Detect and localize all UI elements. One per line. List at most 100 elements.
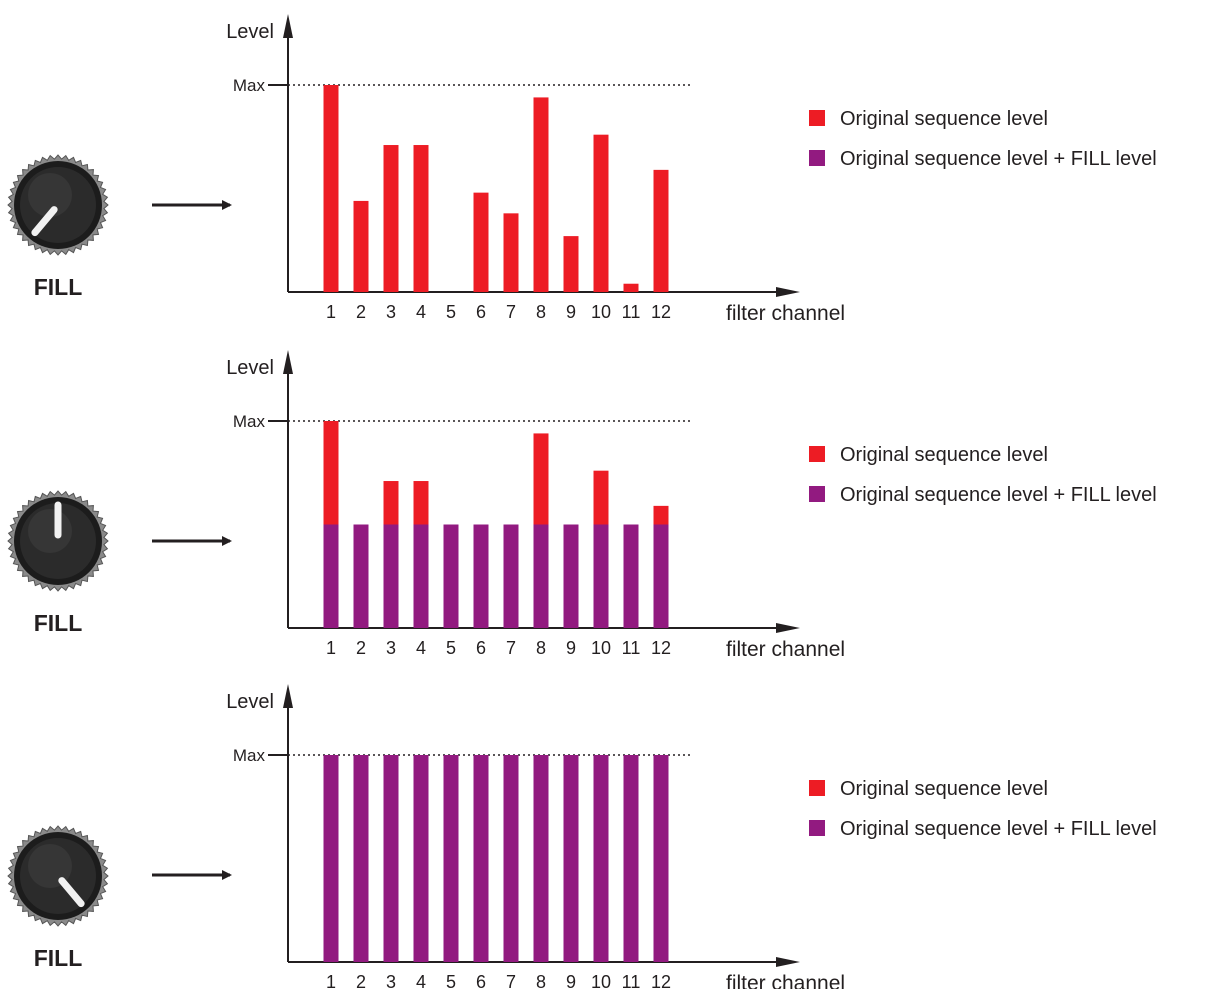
legend-label-original: Original sequence level [840, 778, 1048, 800]
legend: Original sequence level Original sequence… [809, 108, 1157, 170]
x-tick-label: 3 [386, 972, 396, 989]
y-axis-arrowhead [283, 350, 293, 374]
x-tick-label: 11 [622, 638, 641, 658]
legend-label-fill: Original sequence level + FILL level [840, 818, 1157, 840]
x-tick-label: 8 [536, 972, 546, 989]
bar-original-7 [503, 213, 519, 292]
legend-swatch-original [809, 446, 825, 462]
bar-fill-5 [443, 524, 459, 628]
bar-fill-4 [413, 755, 429, 962]
x-tick-label: 4 [416, 972, 426, 989]
bar-original-4 [413, 145, 429, 292]
bar-fill-11 [623, 524, 639, 628]
bar-fill-9 [563, 755, 579, 962]
bar-fill-7 [503, 524, 519, 628]
x-tick-label: 11 [622, 302, 641, 322]
x-tick-label: 6 [476, 972, 486, 989]
legend-swatch-original [809, 780, 825, 796]
bar-fill-2 [353, 755, 369, 962]
x-tick-label: 11 [622, 972, 641, 989]
bar-original-12 [653, 169, 669, 292]
x-tick-label: 2 [356, 972, 366, 989]
bar-fill-10 [593, 524, 609, 628]
fill-knob: FILL [7, 825, 109, 971]
bar-fill-2 [353, 524, 369, 628]
x-tick-label: 7 [506, 302, 516, 322]
bars: 1 2 3 4 5 6 7 8 9 10 11 12 [323, 755, 671, 989]
knob-label: FILL [34, 945, 83, 971]
x-tick-label: 8 [536, 638, 546, 658]
x-tick-label: 2 [356, 638, 366, 658]
legend: Original sequence level Original sequence… [809, 444, 1157, 506]
bar-original-6 [473, 192, 489, 292]
legend-swatch-fill [809, 820, 825, 836]
x-axis-arrowhead [776, 623, 800, 633]
x-axis-label: filter channel [726, 972, 845, 989]
knob-highlight [28, 844, 72, 888]
legend-label-original: Original sequence level [840, 108, 1048, 130]
bar-fill-11 [623, 755, 639, 962]
y-axis-label: Level [226, 21, 274, 43]
bars: 1 2 3 4 5 6 7 8 9 10 11 12 [323, 421, 671, 658]
knob-pointer [58, 877, 85, 908]
x-tick-label: 9 [566, 972, 576, 989]
bar-fill-1 [323, 755, 339, 962]
bar-fill-4 [413, 524, 429, 628]
y-axis-arrowhead [283, 684, 293, 708]
x-tick-label: 10 [591, 972, 611, 989]
bar-original-1 [323, 85, 339, 292]
x-tick-label: 9 [566, 302, 576, 322]
bar-fill-10 [593, 755, 609, 962]
x-tick-label: 5 [446, 972, 456, 989]
x-tick-label: 1 [326, 302, 336, 322]
chart-axes: Level Max [226, 14, 800, 297]
x-axis-label: filter channel [726, 638, 845, 661]
knob-label: FILL [34, 610, 83, 636]
x-axis-label: filter channel [726, 302, 845, 325]
x-tick-label: 9 [566, 638, 576, 658]
bar-fill-3 [383, 524, 399, 628]
legend-label-fill: Original sequence level + FILL level [840, 484, 1157, 506]
x-tick-label: 10 [591, 638, 611, 658]
y-axis-arrowhead [283, 14, 293, 38]
bar-fill-6 [473, 755, 489, 962]
x-tick-label: 4 [416, 638, 426, 658]
x-tick-label: 2 [356, 302, 366, 322]
bar-fill-3 [383, 755, 399, 962]
bar-fill-8 [533, 524, 549, 628]
y-axis-label: Level [226, 357, 274, 379]
x-tick-label: 3 [386, 638, 396, 658]
x-tick-label: 5 [446, 638, 456, 658]
bar-original-8 [533, 97, 549, 292]
fill-knob: FILL [7, 154, 109, 300]
max-label: Max [233, 746, 266, 765]
bars: 1 2 3 4 5 6 7 8 9 10 11 12 [323, 85, 671, 322]
x-tick-label: 1 [326, 972, 336, 989]
x-tick-label: 3 [386, 302, 396, 322]
max-label: Max [233, 76, 266, 95]
bar-fill-7 [503, 755, 519, 962]
x-tick-label: 6 [476, 638, 486, 658]
legend-swatch-fill [809, 486, 825, 502]
legend-swatch-original [809, 110, 825, 126]
knob-highlight [28, 173, 72, 217]
x-axis-arrowhead [776, 957, 800, 967]
legend-label-original: Original sequence level [840, 444, 1048, 466]
x-tick-label: 6 [476, 302, 486, 322]
bar-fill-9 [563, 524, 579, 628]
x-tick-label: 1 [326, 638, 336, 658]
knob-label: FILL [34, 274, 83, 300]
x-axis-arrowhead [776, 287, 800, 297]
bar-fill-8 [533, 755, 549, 962]
x-tick-label: 7 [506, 638, 516, 658]
bar-fill-5 [443, 755, 459, 962]
legend-swatch-fill [809, 150, 825, 166]
y-axis-label: Level [226, 691, 274, 713]
legend-label-fill: Original sequence level + FILL level [840, 148, 1157, 170]
bar-original-3 [383, 145, 399, 292]
bar-fill-6 [473, 524, 489, 628]
fill-knob: FILL [7, 490, 109, 636]
